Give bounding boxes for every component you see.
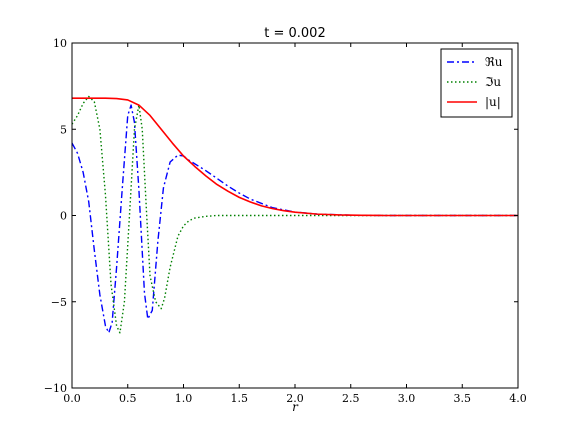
- legend-label-1: ℑu: [485, 75, 501, 89]
- y-tick-label: 5: [60, 123, 67, 136]
- x-tick-label: 3.5: [454, 392, 472, 405]
- y-tick-label: 10: [53, 37, 67, 50]
- x-tick-label: 2.0: [286, 392, 304, 405]
- legend-label-0: ℜu: [485, 55, 503, 69]
- x-tick-label: 2.5: [342, 392, 360, 405]
- x-tick-label: 0.0: [63, 392, 81, 405]
- series-line-2: [72, 97, 518, 217]
- x-tick-label: 3.0: [398, 392, 416, 405]
- y-tick-label: −10: [44, 382, 67, 395]
- x-tick-label: 1.0: [175, 392, 193, 405]
- x-tick-label: 1.5: [231, 392, 249, 405]
- legend-box: [440, 48, 513, 118]
- series-line-1: [72, 95, 518, 334]
- x-tick-label: 0.5: [119, 392, 137, 405]
- y-tick-label: −5: [51, 296, 67, 309]
- chart-title: t = 0.002: [264, 26, 325, 41]
- x-axis-label: r: [292, 400, 299, 414]
- y-tick-label: 0: [60, 210, 67, 223]
- series-layer: [72, 95, 518, 334]
- legend-label-2: |u|: [485, 95, 501, 109]
- x-tick-label: 4.0: [509, 392, 527, 405]
- legend: ℜu ℑu |u|: [440, 48, 513, 118]
- tick-layer: 0.0 0.5 1.0 1.5 2.0 2.5 3.0 3.5 4.0 −10 −5 0 5 10: [44, 37, 527, 405]
